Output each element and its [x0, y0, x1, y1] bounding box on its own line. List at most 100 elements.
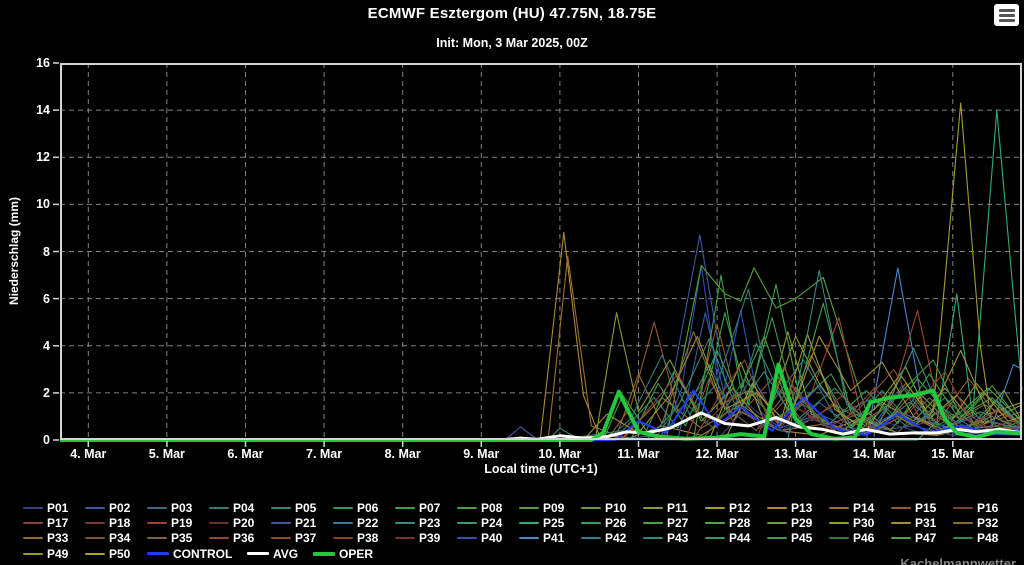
legend-item-p21[interactable]: P21 — [271, 516, 333, 530]
legend-item-p36[interactable]: P36 — [209, 531, 271, 545]
legend-item-p44[interactable]: P44 — [705, 531, 767, 545]
legend-swatch — [643, 537, 663, 540]
legend-item-p28[interactable]: P28 — [705, 516, 767, 530]
series-line-P46[interactable] — [60, 378, 1023, 441]
series-line-P25[interactable] — [60, 109, 1023, 441]
series-line-P02[interactable] — [60, 234, 1023, 441]
legend-item-p20[interactable]: P20 — [209, 516, 271, 530]
legend-item-p11[interactable]: P11 — [643, 501, 705, 515]
legend-item-p25[interactable]: P25 — [519, 516, 581, 530]
legend-item-p34[interactable]: P34 — [85, 531, 147, 545]
legend-item-p50[interactable]: P50 — [85, 547, 147, 561]
legend-item-p41[interactable]: P41 — [519, 531, 581, 545]
legend-item-p29[interactable]: P29 — [767, 516, 829, 530]
series-line-P07[interactable] — [60, 283, 1023, 441]
series-line-OPER[interactable] — [60, 362, 1023, 442]
legend-swatch — [209, 522, 229, 525]
legend-item-p47[interactable]: P47 — [891, 531, 953, 545]
legend-swatch — [767, 522, 787, 525]
legend-item-p19[interactable]: P19 — [147, 516, 209, 530]
legend-item-p17[interactable]: P17 — [23, 516, 85, 530]
legend-swatch — [395, 537, 415, 540]
legend-label: P26 — [605, 516, 627, 531]
legend-label: P15 — [915, 500, 937, 515]
legend-item-p09[interactable]: P09 — [519, 501, 581, 515]
legend-item-p45[interactable]: P45 — [767, 531, 829, 545]
legend-item-p39[interactable]: P39 — [395, 531, 457, 545]
legend-item-p46[interactable]: P46 — [829, 531, 891, 545]
legend-label: P12 — [729, 500, 751, 515]
legend-item-p40[interactable]: P40 — [457, 531, 519, 545]
series-line-CONTROL[interactable] — [60, 389, 1023, 441]
legend-swatch — [581, 522, 601, 525]
legend-item-p24[interactable]: P24 — [457, 516, 519, 530]
legend-item-p03[interactable]: P03 — [147, 501, 209, 515]
legend-item-p22[interactable]: P22 — [333, 516, 395, 530]
legend-swatch — [953, 537, 973, 540]
legend-label: P34 — [109, 531, 131, 546]
legend-item-p48[interactable]: P48 — [953, 531, 1015, 545]
legend-label: P24 — [481, 516, 503, 531]
legend-item-p15[interactable]: P15 — [891, 501, 953, 515]
legend-item-p32[interactable]: P32 — [953, 516, 1015, 530]
legend-item-p37[interactable]: P37 — [271, 531, 333, 545]
legend-item-p35[interactable]: P35 — [147, 531, 209, 545]
legend-item-p42[interactable]: P42 — [581, 531, 643, 545]
legend-label: P48 — [977, 531, 999, 546]
legend-item-p07[interactable]: P07 — [395, 501, 457, 515]
legend-item-p43[interactable]: P43 — [643, 531, 705, 545]
y-tick-label: 12 — [36, 150, 50, 165]
series-line-P12[interactable] — [60, 102, 1023, 441]
series-line-P49[interactable] — [60, 333, 1023, 441]
series-line-P33[interactable] — [60, 331, 1023, 441]
legend-swatch — [333, 522, 353, 525]
legend-item-p30[interactable]: P30 — [829, 516, 891, 530]
series-line-P36[interactable] — [60, 359, 1023, 441]
legend-item-p26[interactable]: P26 — [581, 516, 643, 530]
series-line-P13[interactable] — [60, 232, 1023, 441]
legend-label: P33 — [47, 531, 69, 546]
legend-label: P04 — [233, 500, 255, 515]
legend-item-p01[interactable]: P01 — [23, 501, 85, 515]
legend-swatch — [271, 537, 291, 540]
legend-item-p13[interactable]: P13 — [767, 501, 829, 515]
series-line-P27[interactable] — [60, 274, 1023, 441]
series-line-P01[interactable] — [60, 404, 1023, 441]
legend-item-p06[interactable]: P06 — [333, 501, 395, 515]
legend-item-p10[interactable]: P10 — [581, 501, 643, 515]
legend-item-p27[interactable]: P27 — [643, 516, 705, 530]
series-line-P04[interactable] — [60, 288, 1023, 441]
series-line-P09[interactable] — [60, 265, 1023, 441]
legend-item-p08[interactable]: P08 — [457, 501, 519, 515]
y-tick-label: 16 — [36, 56, 50, 70]
legend-item-p16[interactable]: P16 — [953, 501, 1015, 515]
y-tick-label: 4 — [43, 338, 50, 353]
legend-item-p31[interactable]: P31 — [891, 516, 953, 530]
legend-item-p18[interactable]: P18 — [85, 516, 147, 530]
legend-item-control[interactable]: CONTROL — [147, 547, 247, 561]
series-line-P11[interactable] — [60, 312, 1023, 441]
legend-label: P09 — [543, 500, 565, 515]
legend-item-oper[interactable]: OPER — [313, 547, 393, 561]
legend-item-p49[interactable]: P49 — [23, 547, 85, 561]
legend-swatch — [85, 506, 105, 509]
legend-item-avg[interactable]: AVG — [247, 547, 313, 561]
chart-menu-button[interactable] — [994, 4, 1019, 26]
legend-item-p23[interactable]: P23 — [395, 516, 457, 530]
legend-item-p02[interactable]: P02 — [85, 501, 147, 515]
legend-item-p05[interactable]: P05 — [271, 501, 333, 515]
legend-swatch — [953, 522, 973, 525]
legend-item-p38[interactable]: P38 — [333, 531, 395, 545]
legend-item-p14[interactable]: P14 — [829, 501, 891, 515]
x-axis-title: Local time (UTC+1) — [484, 462, 598, 476]
series-line-AVG[interactable] — [59, 411, 1023, 442]
legend-item-p33[interactable]: P33 — [23, 531, 85, 545]
legend-label: P36 — [233, 531, 255, 546]
legend-label: P49 — [47, 546, 69, 561]
legend-swatch — [147, 522, 167, 525]
y-tick-label: 8 — [43, 244, 50, 259]
legend-item-p04[interactable]: P04 — [209, 501, 271, 515]
legend-item-p12[interactable]: P12 — [705, 501, 767, 515]
legend-label: P06 — [357, 500, 379, 515]
